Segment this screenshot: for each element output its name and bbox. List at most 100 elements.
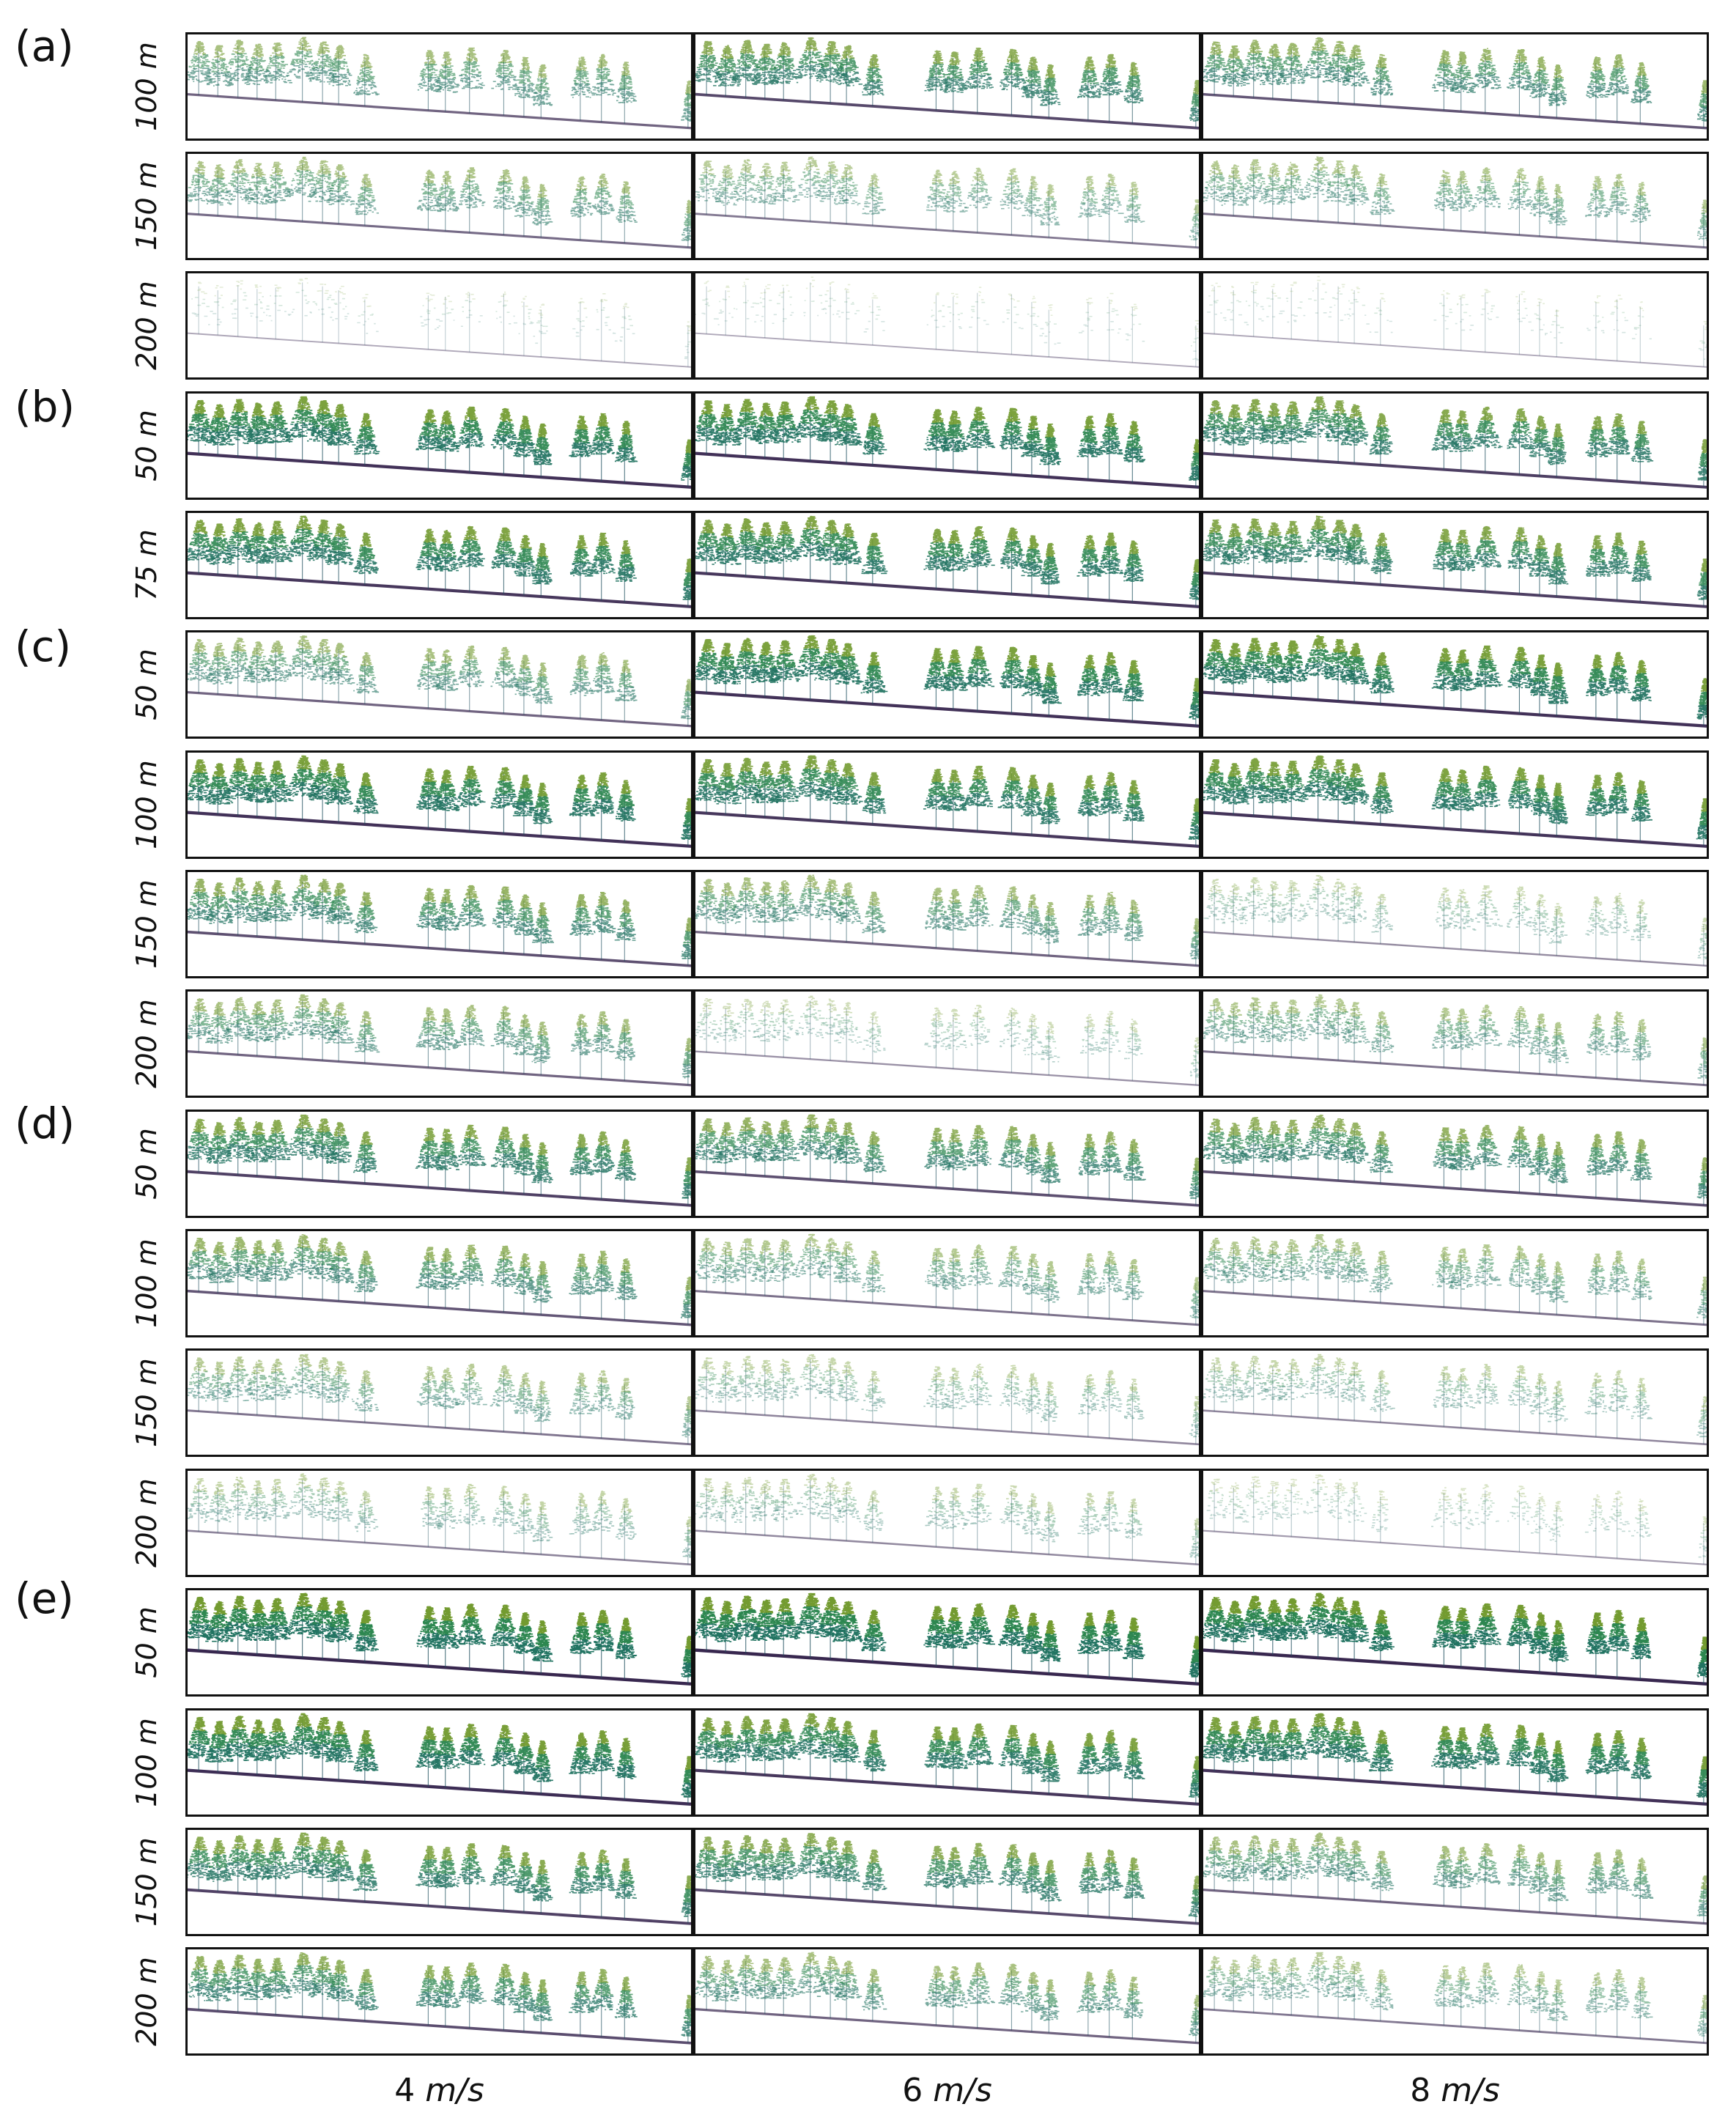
canopy-points [1099,1636,1123,1652]
canopy-points [437,1741,456,1755]
canopy-points [681,107,691,122]
canopy-points [490,434,520,450]
canopy-points [1245,771,1266,786]
canopy-points [739,1117,756,1132]
canopy-points [1605,1636,1630,1652]
canopy-points [1248,1716,1263,1730]
canopy-points [1349,1960,1362,1974]
canopy-points [1334,998,1348,1013]
canopy-points [188,546,216,561]
canopy-points [924,76,951,92]
canopy-points [286,1979,321,1994]
canopy-points [206,1867,233,1882]
canopy-points [1456,769,1469,784]
canopy-points [572,1625,591,1641]
canopy-points [423,528,437,543]
canopy-points [1259,1507,1284,1520]
canopy-points [1533,1386,1548,1400]
canopy-points [722,1840,734,1855]
canopy-points [717,776,738,791]
canopy-points [1285,520,1299,536]
canopy-points [1002,1976,1022,1992]
canopy-points [1268,1121,1281,1136]
canopy-points [1267,163,1280,177]
canopy-points [514,1280,536,1295]
canopy-points [308,67,340,83]
canopy-points [1456,171,1468,185]
canopy-points [317,41,330,55]
canopy-points [193,998,207,1013]
canopy-points [517,668,535,682]
canopy-points [1190,1065,1199,1079]
canopy-points [513,442,537,457]
canopy-points [1024,1625,1043,1640]
group-label: (a) [15,21,74,71]
canopy-points [441,1847,452,1861]
canopy-points [793,63,827,79]
point-cloud-render [188,1952,691,2045]
canopy-points [190,892,210,907]
canopy-points [1282,1851,1303,1866]
canopy-points [1043,78,1057,92]
canopy-points [251,402,266,418]
canopy-points [317,1118,330,1133]
canopy-points [333,298,347,310]
canopy-points [769,1146,800,1162]
canopy-points [615,1404,635,1420]
canopy-points [1701,918,1707,932]
canopy-points [681,1902,691,1917]
canopy-points [1701,439,1707,454]
canopy-points [758,1839,774,1853]
canopy-points [1472,1869,1501,1885]
canopy-points [944,1381,964,1395]
canopy-points [205,1387,232,1403]
canopy-points [517,1507,532,1521]
canopy-points [516,788,533,802]
canopy-points [441,1129,454,1143]
canopy-points [1592,896,1603,908]
canopy-points [1375,893,1386,906]
canopy-points [318,879,331,893]
canopy-points [1282,175,1301,190]
canopy-points [697,1610,719,1625]
ground-line [1203,571,1707,608]
canopy-points [969,1737,990,1752]
canopy-points [1041,689,1062,704]
canopy-points [1267,1241,1279,1255]
canopy-points [456,672,484,687]
canopy-points [804,1833,819,1848]
canopy-points [1227,763,1242,778]
canopy-points [517,1985,533,2000]
point-cloud-render [695,874,1199,967]
canopy-points [537,1022,548,1036]
canopy-points [569,1161,594,1175]
canopy-points [1023,1040,1045,1055]
canopy-points [1222,1867,1249,1882]
canopy-points [1588,1865,1606,1880]
point-cloud-panel [693,1229,1201,1337]
canopy-points [456,912,487,927]
canopy-points [1633,1870,1649,1885]
canopy-points [1533,1865,1550,1880]
canopy-points [575,176,588,191]
canopy-points [1324,1384,1354,1399]
canopy-points [866,665,883,680]
canopy-points [441,769,452,783]
canopy-points [769,1984,799,1999]
canopy-points [1438,528,1452,544]
canopy-points [193,160,206,175]
canopy-points [325,1627,354,1642]
canopy-points [1636,899,1645,914]
canopy-points [1370,799,1394,814]
canopy-points [1472,433,1503,449]
canopy-points [1509,1272,1535,1288]
canopy-points [443,1488,454,1502]
canopy-points [713,1028,738,1043]
canopy-points [1098,1876,1124,1891]
ground-line [1203,1050,1707,1087]
canopy-points [1203,1982,1232,1998]
canopy-points [1510,1617,1532,1632]
canopy-points [355,1038,380,1053]
canopy-points [841,1840,854,1855]
canopy-points [769,1864,799,1880]
